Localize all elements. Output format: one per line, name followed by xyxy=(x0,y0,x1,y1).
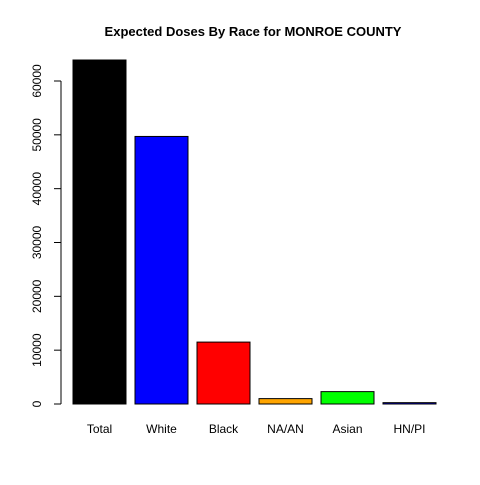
y-tick-label: 20000 xyxy=(30,279,44,313)
x-tick-label: HN/PI xyxy=(393,422,425,436)
bar-white xyxy=(134,135,189,405)
bar-asian xyxy=(320,391,375,405)
y-tick-label: 50000 xyxy=(30,118,44,152)
chart-title: Expected Doses By Race for MONROE COUNTY xyxy=(105,24,402,39)
bar-black xyxy=(196,341,251,405)
x-tick-label: Black xyxy=(209,422,239,436)
x-axis-labels: Total White Black NA/AN Asian HN/PI xyxy=(87,422,426,436)
y-tick-label: 60000 xyxy=(30,64,44,98)
y-axis: 0 10000 20000 30000 40000 50000 60000 xyxy=(30,64,62,407)
bars xyxy=(72,59,437,405)
x-tick-label: Total xyxy=(87,422,112,436)
x-tick-label: NA/AN xyxy=(267,422,304,436)
bar-na-an xyxy=(258,398,313,405)
x-tick-label: White xyxy=(146,422,177,436)
bar-hn-pi xyxy=(382,402,437,405)
y-tick-label: 0 xyxy=(30,400,44,407)
y-tick-label: 10000 xyxy=(30,333,44,367)
y-tick-label: 30000 xyxy=(30,225,44,259)
x-tick-label: Asian xyxy=(332,422,362,436)
bar-total xyxy=(72,59,127,405)
y-tick-label: 40000 xyxy=(30,172,44,206)
